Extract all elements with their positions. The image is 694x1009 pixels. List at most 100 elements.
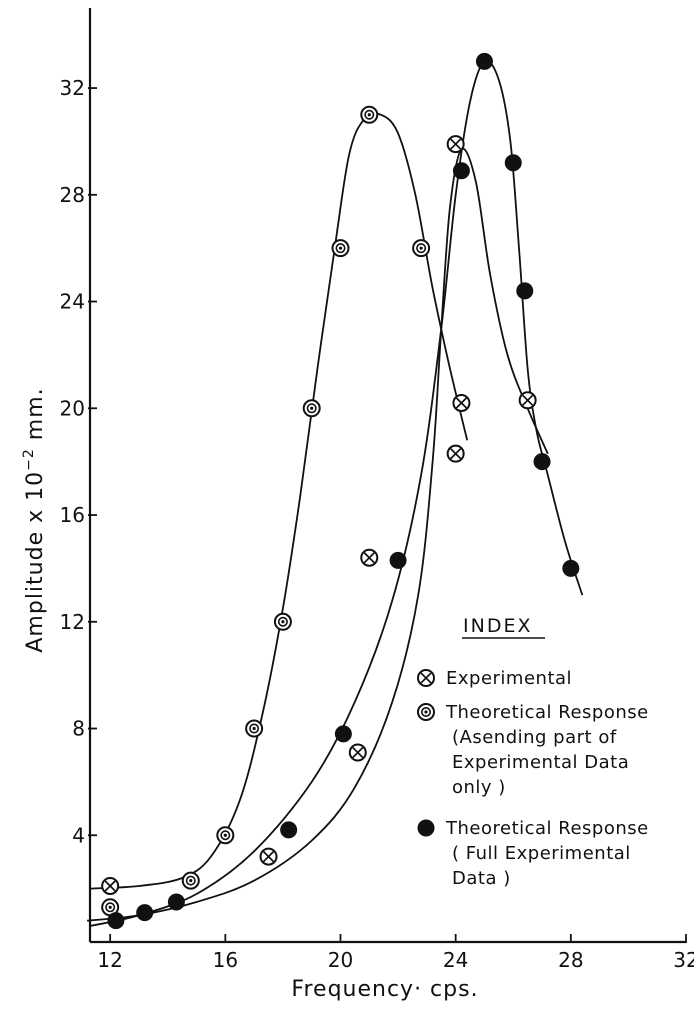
inner-ring [306, 403, 317, 414]
center-dot [367, 113, 371, 117]
y-tick-label: 24 [60, 290, 85, 314]
x-tick-label: 32 [673, 948, 694, 972]
theoretical-full-point [504, 154, 522, 172]
inner-ring [416, 243, 427, 254]
experimental-point [101, 876, 120, 895]
cross-stroke [522, 394, 534, 406]
y-axis-title-exponent: −2 [21, 448, 37, 471]
filled-circle-marker [475, 52, 493, 70]
center-dot [424, 710, 428, 714]
inner-ring [220, 830, 231, 841]
legend-label: Experimental [446, 668, 572, 689]
filled-circle-marker [516, 282, 534, 300]
cross-stroke [262, 851, 275, 863]
legend-entry-experimental: Experimental [417, 668, 572, 689]
center-dot [252, 726, 256, 731]
cross-stroke [450, 138, 462, 150]
x-tick-label: 20 [328, 948, 353, 972]
experimental-point [446, 444, 465, 463]
cross-stroke [455, 397, 467, 409]
y-tick-label: 8 [72, 717, 85, 741]
response-curves [87, 59, 584, 927]
theoretical-full-point [107, 912, 125, 930]
legend-title: INDEX [463, 615, 532, 637]
filled-circle-marker [334, 725, 352, 743]
theoretical-ascending-point [216, 826, 235, 845]
legend-marker [417, 669, 435, 687]
y-tick-label: 32 [60, 76, 85, 100]
legend-label: only ) [452, 777, 506, 798]
legend-entry-theoretical-ascending: Theoretical Response (Asending part of Exp… [417, 702, 649, 798]
center-dot [419, 246, 423, 250]
theoretical-ascending-point [412, 239, 431, 258]
theoretical-ascending-curve [89, 112, 469, 890]
legend-entries: Experimental Theoretical Response (Asendin… [417, 668, 649, 889]
filled-circle-marker [167, 893, 185, 911]
legend-marker [417, 703, 435, 721]
theoretical-full-point [280, 821, 298, 839]
legend-marker [417, 819, 435, 837]
y-axis-title-main: Amplitude x 10 [23, 471, 48, 653]
theoretical-ascending-point [331, 239, 350, 258]
center-dot [281, 620, 285, 624]
theoretical-full-point [516, 282, 534, 300]
theoretical-ascending-point [360, 105, 379, 124]
axes [88, 8, 687, 944]
filled-circle-marker [504, 154, 522, 172]
filled-circle-marker [107, 912, 125, 930]
theoretical-full-point [452, 162, 470, 180]
inner-ring [185, 875, 196, 886]
experimental-point [259, 847, 278, 866]
legend-label: Theoretical Response [445, 818, 649, 839]
center-dot [108, 905, 112, 909]
theoretical-ascending-point [181, 871, 200, 890]
legend-label: Data ) [452, 868, 511, 889]
filled-circle-marker [562, 559, 580, 577]
x-tick-label: 24 [443, 948, 468, 972]
inner-ring [364, 109, 375, 120]
x-axis-title: Frequency· cps. [291, 977, 478, 1002]
experimental-curve [87, 147, 549, 922]
filled-circle-marker [417, 819, 435, 837]
center-dot [310, 406, 314, 410]
cross-stroke [363, 552, 375, 564]
y-tick-label: 4 [72, 823, 85, 847]
filled-circle-marker [136, 904, 154, 922]
legend-label: ( Full Experimental [452, 843, 631, 864]
y-tick-label: 16 [60, 503, 85, 527]
legend: INDEX Experimental Theoretical Response (A… [417, 615, 649, 889]
theoretical-ascending-point [101, 898, 120, 917]
cross-stroke [450, 448, 462, 460]
data-points [101, 52, 580, 930]
inner-ring [277, 616, 288, 627]
center-dot [338, 246, 343, 250]
center-dot [189, 879, 193, 883]
cross-stroke [352, 746, 364, 759]
filled-circle-marker [389, 551, 407, 569]
theoretical-ascending-point [302, 399, 321, 418]
experimental-point [348, 743, 367, 762]
y-axis-title: Amplitude x 10−2 mm. [21, 387, 48, 652]
x-tick-label: 28 [558, 948, 583, 972]
x-tick-label: 16 [213, 948, 238, 972]
experimental-point [360, 548, 379, 567]
legend-label: Theoretical Response [445, 702, 649, 723]
theoretical-full-point [533, 453, 551, 471]
theoretical-full-point [136, 904, 154, 922]
filled-circle-marker [452, 162, 470, 180]
theoretical-ascending-point [273, 612, 292, 631]
theoretical-full-point [562, 559, 580, 577]
theoretical-full-point [475, 52, 493, 70]
inner-ring [420, 706, 431, 717]
experimental-point [518, 391, 537, 410]
theoretical-full-point [167, 893, 185, 911]
experimental-point [452, 393, 471, 412]
y-tick-label: 20 [60, 396, 85, 420]
filled-circle-marker [280, 821, 298, 839]
theoretical-ascending-point [245, 719, 264, 738]
center-dot [223, 833, 227, 837]
legend-label: Experimental Data [452, 752, 629, 773]
y-tick-label: 12 [60, 610, 85, 634]
legend-entry-theoretical-full: Theoretical Response ( Full Experimental D… [417, 818, 649, 889]
